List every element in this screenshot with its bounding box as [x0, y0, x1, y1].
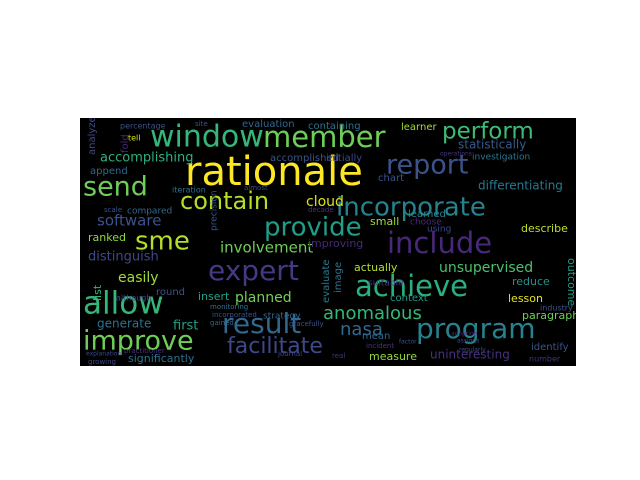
word-provide: provide	[264, 213, 362, 243]
word-software: software	[97, 212, 161, 230]
word-fold: fold	[120, 134, 131, 153]
word-first: first	[173, 319, 198, 334]
word-append: append	[90, 166, 128, 177]
word-using: using	[427, 225, 451, 235]
word-outcome: outcome	[565, 258, 576, 307]
word-analyze: analyze	[87, 118, 98, 155]
word-adoption: adoption	[451, 331, 478, 338]
word-chart: chart	[378, 173, 404, 184]
word-allow: allow	[83, 286, 164, 322]
word-sme: sme	[135, 227, 190, 257]
word-cloud: cloud	[306, 194, 344, 210]
word-incorporated: incorporated	[212, 311, 257, 319]
word-small: small	[370, 215, 399, 228]
word-involvement: involvement	[220, 239, 313, 257]
word-nasa: nasa	[340, 319, 383, 340]
word-practitioner: practitioner	[124, 347, 165, 355]
word-window: window	[150, 120, 264, 155]
word-monitoring: monitoring	[210, 303, 248, 311]
word-suitable: suitable	[368, 279, 404, 289]
word-actually: actually	[354, 261, 398, 274]
word-investigation: investigation	[472, 153, 530, 163]
word-contain: contain	[180, 187, 269, 215]
word-statistically: statistically	[458, 138, 526, 152]
word-planned: planned	[235, 290, 292, 306]
word-list: list	[91, 284, 104, 301]
word-initially: initially	[326, 153, 362, 164]
word-gracefully: gracefully	[289, 320, 324, 328]
word-send: send	[83, 172, 148, 203]
word-image: image	[333, 262, 344, 293]
word-insert: insert	[198, 290, 230, 303]
word-rationale: rationale	[185, 149, 363, 195]
word-result: result	[222, 307, 301, 340]
word-describe: describe	[521, 222, 568, 235]
word-incorporate: incorporate	[336, 193, 486, 223]
word-real: real	[332, 352, 345, 360]
word-journal: journal	[277, 350, 302, 358]
word-although: although	[116, 294, 151, 303]
word-assigns: assigns	[457, 338, 479, 345]
word-number: number	[529, 355, 561, 364]
word-paragraph: paragraph	[522, 309, 576, 322]
word-growing: growing	[88, 358, 116, 366]
word-scale: scale	[104, 206, 122, 214]
word-containing: containing	[308, 121, 361, 132]
word-measure: measure	[369, 350, 417, 363]
word-tell: tell	[128, 134, 141, 143]
word-compared: compared	[127, 207, 172, 217]
word-uninteresting: uninteresting	[430, 348, 510, 362]
word-industry: industry	[540, 304, 573, 313]
word-easily: easily	[118, 270, 159, 286]
word-expert: expert	[208, 254, 299, 287]
word-member: member	[263, 120, 386, 154]
word-factor: factor	[399, 339, 417, 346]
word-generate: generate	[97, 317, 151, 331]
word-learned: learned	[408, 209, 446, 220]
word-achieve: achieve	[355, 269, 468, 303]
word-accomplished: accomplished	[270, 153, 339, 164]
word-reduce: reduce	[512, 275, 550, 288]
word-improving: improving	[308, 237, 363, 250]
word-report: report	[386, 150, 468, 181]
word-mean: mean	[362, 331, 390, 342]
word-differentiating: differentiating	[478, 179, 563, 193]
word-identify: identify	[531, 342, 569, 353]
word-gained: gained	[210, 319, 234, 327]
word-round: round	[156, 287, 185, 298]
word-unsupervised: unsupervised	[439, 260, 533, 276]
word-anomalous: anomalous	[323, 303, 422, 324]
word-context: context	[390, 293, 428, 304]
word-operations: operations	[440, 151, 472, 158]
word-decade: decade	[308, 206, 334, 214]
word-cloud: rationale window member perform report send co…	[80, 118, 576, 366]
word-improve: improve	[83, 326, 194, 357]
word-evaluate: evaluate	[321, 259, 332, 303]
word-incident: incident	[366, 342, 394, 350]
word-program: program	[416, 312, 536, 345]
word-ranked: ranked	[88, 231, 126, 244]
word-accomplishing: accomplishing	[100, 151, 193, 166]
word-iteration: iteration	[172, 186, 206, 195]
word-precision: precision	[210, 190, 220, 231]
word-explanation: explanation	[86, 351, 121, 358]
word-distinguish: distinguish	[88, 250, 159, 265]
word-facilitate: facilitate	[227, 334, 323, 359]
word-strategy: strategy	[263, 312, 301, 322]
word-lesson: lesson	[508, 292, 543, 305]
word-evaluation: evaluation	[242, 119, 295, 130]
word-regularly: regularly	[459, 347, 486, 354]
word-perform: perform	[442, 119, 534, 145]
word-choose: choose	[410, 218, 442, 228]
word-percentage: percentage	[120, 122, 166, 131]
word-almost: almost	[244, 184, 268, 192]
word-significantly: significantly	[128, 352, 195, 365]
word-site: site	[195, 120, 208, 128]
word-include: include	[387, 226, 492, 260]
word-learner: learner	[401, 122, 437, 133]
